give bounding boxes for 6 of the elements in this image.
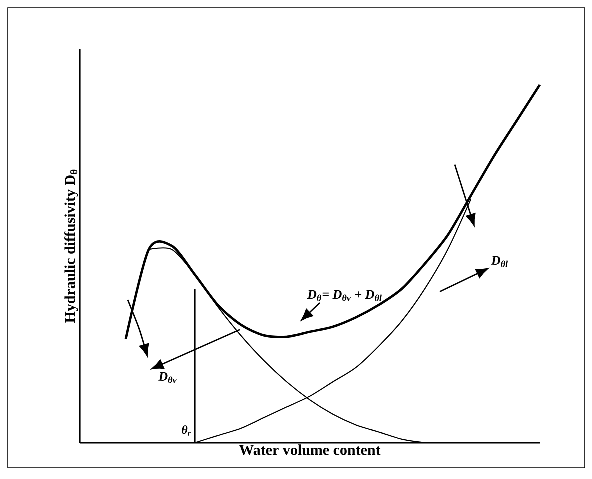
series-label: D$_{θ}$= D$_{θv}$ + D$_{θl}$	[307, 290, 382, 302]
x-axis-title: Water volume content	[239, 444, 381, 456]
annotation: θ$_{r}$	[182, 426, 192, 436]
y-axis-title: Hydraulic diffusivity D$_{θ}$	[64, 170, 78, 323]
text: D$_{θl}$	[491, 256, 508, 268]
legend-label: D$_{θv}$	[158, 372, 177, 384]
